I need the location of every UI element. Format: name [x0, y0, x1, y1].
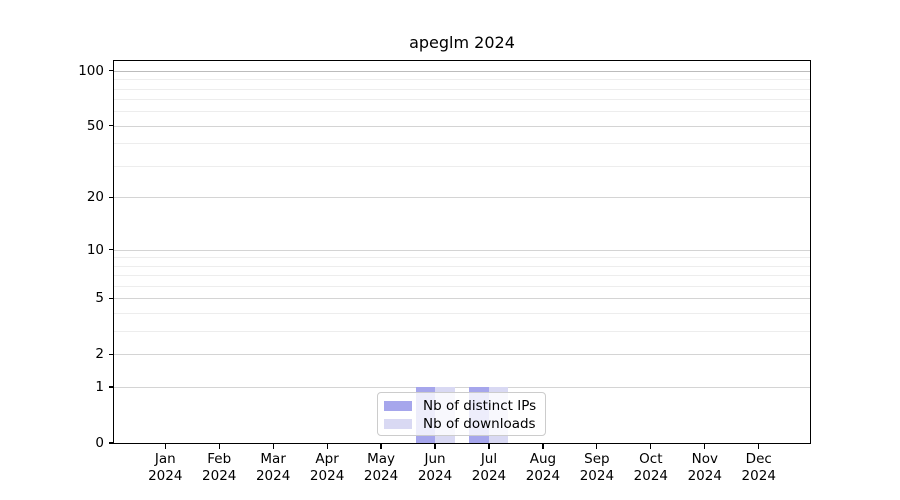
x-tick-year: 2024	[417, 467, 453, 484]
minor-gridline	[114, 166, 810, 168]
x-tick-year: 2024	[741, 467, 776, 484]
major-gridline	[114, 70, 810, 72]
x-tick-label: Dec 2024	[729, 451, 789, 484]
y-tick-mark	[109, 442, 114, 444]
x-tick-label: Nov 2024	[675, 451, 735, 484]
x-tick-mark	[380, 444, 382, 449]
y-tick-mark	[109, 248, 114, 251]
y-tick-mark	[109, 297, 114, 300]
x-tick-mark	[488, 444, 490, 449]
y-tick-label: 1	[95, 379, 104, 396]
major-gridline	[114, 354, 810, 356]
y-tick-label: 20	[86, 189, 104, 206]
x-tick-year: 2024	[687, 467, 722, 484]
minor-gridline	[114, 99, 810, 101]
x-tick-mark	[218, 444, 220, 449]
x-tick-label: Feb 2024	[189, 451, 249, 484]
y-tick-mark	[109, 125, 114, 127]
y-tick-mark	[109, 386, 114, 388]
x-tick-mark	[326, 444, 328, 449]
x-tick-mark	[596, 444, 598, 449]
minor-gridline	[114, 111, 810, 113]
x-tick-label: Mar 2024	[243, 451, 303, 484]
x-tick-label: Aug 2024	[513, 451, 573, 484]
x-tick-year: 2024	[579, 467, 615, 484]
minor-gridline	[114, 257, 810, 259]
y-tick-label: 2	[95, 346, 104, 363]
minor-gridline	[114, 313, 810, 315]
legend-item: Nb of downloads	[384, 415, 545, 433]
major-gridline	[114, 249, 810, 251]
y-tick-mark	[109, 70, 114, 72]
y-tick-label: 50	[86, 117, 104, 134]
y-tick-mark	[109, 353, 114, 355]
legend-item: Nb of distinct IPs	[384, 397, 545, 415]
legend-label: Nb of downloads	[423, 416, 536, 432]
y-tick-label: 0	[95, 435, 104, 451]
x-tick-mark	[650, 444, 652, 449]
x-tick-year: 2024	[471, 467, 507, 484]
x-tick-year: 2024	[363, 467, 399, 484]
y-tick-label: 10	[86, 241, 104, 258]
minor-gridline	[114, 88, 810, 90]
x-tick-mark	[434, 444, 436, 449]
minor-gridline	[114, 331, 810, 333]
major-gridline	[114, 125, 810, 127]
minor-gridline	[114, 143, 810, 145]
x-tick-label: Jul 2024	[459, 451, 519, 484]
x-tick-mark	[272, 444, 274, 449]
y-tick-label: 5	[95, 290, 104, 307]
x-tick-mark	[758, 444, 760, 449]
x-tick-label: Apr 2024	[297, 451, 357, 484]
legend-label: Nb of distinct IPs	[423, 398, 537, 414]
x-tick-label: Jun 2024	[405, 451, 465, 484]
x-tick-label: Jan 2024	[135, 451, 195, 484]
minor-gridline	[114, 265, 810, 267]
x-tick-year: 2024	[309, 467, 345, 484]
x-tick-mark	[542, 444, 544, 449]
major-gridline	[114, 387, 810, 389]
x-tick-mark	[164, 444, 166, 449]
x-tick-label: Sep 2024	[567, 451, 627, 484]
major-gridline	[114, 197, 810, 199]
minor-gridline	[114, 275, 810, 277]
legend-swatch	[384, 400, 412, 412]
legend: Nb of distinct IPs Nb of downloads	[377, 392, 546, 436]
minor-gridline	[114, 79, 810, 81]
x-tick-year: 2024	[255, 467, 291, 484]
plot-area: Nb of distinct IPs Nb of downloads	[113, 60, 811, 444]
x-tick-year: 2024	[633, 467, 668, 484]
legend-swatch	[384, 418, 412, 430]
x-tick-mark	[704, 444, 706, 449]
x-tick-year: 2024	[202, 467, 237, 484]
y-tick-mark	[109, 196, 114, 199]
x-tick-label: Oct 2024	[621, 451, 681, 484]
x-tick-label: May 2024	[351, 451, 411, 484]
x-tick-year: 2024	[148, 467, 183, 484]
y-tick-label: 100	[78, 62, 104, 79]
x-tick-year: 2024	[525, 467, 561, 484]
major-gridline	[114, 298, 810, 300]
minor-gridline	[114, 286, 810, 288]
chart-title: apeglm 2024	[409, 33, 515, 52]
